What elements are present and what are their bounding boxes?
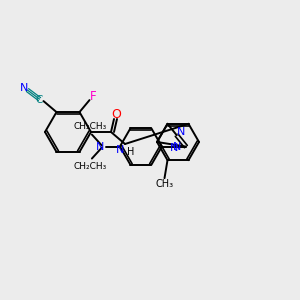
Text: F: F: [90, 90, 97, 103]
Text: CH₂CH₃: CH₂CH₃: [73, 122, 106, 131]
Text: O: O: [111, 107, 121, 121]
Text: C: C: [35, 95, 43, 105]
Text: N: N: [20, 83, 29, 93]
Text: CH₂CH₃: CH₂CH₃: [73, 162, 106, 171]
Text: N: N: [172, 142, 181, 152]
Text: N: N: [116, 145, 124, 155]
Text: CH₃: CH₃: [155, 179, 174, 189]
Text: H: H: [127, 147, 134, 157]
Text: N: N: [176, 127, 185, 137]
Text: N: N: [170, 143, 178, 153]
Text: N: N: [95, 142, 104, 152]
